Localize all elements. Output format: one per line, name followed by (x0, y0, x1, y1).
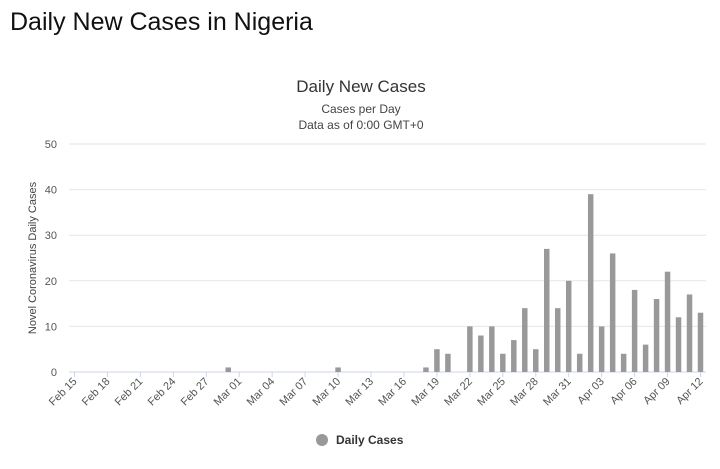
legend-marker-icon (316, 434, 328, 446)
x-tick-label: Feb 27 (179, 376, 212, 409)
y-tick-label: 10 (45, 321, 57, 333)
bar[interactable] (225, 367, 231, 372)
y-tick-label: 0 (51, 367, 57, 379)
x-tick-label: Apr 03 (575, 376, 606, 407)
y-tick-label: 40 (45, 185, 57, 197)
page-title: Daily New Cases in Nigeria (10, 8, 313, 36)
gridlines (69, 143, 706, 373)
bar[interactable] (434, 349, 440, 372)
legend[interactable]: Daily Cases (316, 433, 404, 447)
x-tick-label: Feb 24 (146, 376, 179, 409)
bar[interactable] (609, 253, 616, 372)
bar[interactable] (664, 271, 671, 372)
x-tick-label: Mar 25 (475, 376, 508, 409)
x-tick-label: Mar 19 (409, 376, 442, 409)
bar[interactable] (533, 349, 539, 372)
y-tick-label: 50 (45, 139, 57, 151)
bar[interactable] (554, 308, 561, 372)
bar[interactable] (675, 317, 682, 372)
x-tick-label: Feb 21 (113, 376, 146, 409)
bar[interactable] (489, 326, 495, 372)
chart-subtitle: Cases per Day (321, 102, 400, 116)
y-tick-label: 20 (45, 276, 57, 288)
x-tick-label: Apr 09 (641, 376, 672, 407)
x-axis-ticks: Feb 15 Feb 18 Feb 21 Feb 24 Feb 27 Mar 01 Mar … (47, 372, 706, 408)
legend-label[interactable]: Daily Cases (336, 433, 404, 447)
bar[interactable] (423, 367, 429, 372)
y-axis-label: Novel Coronavirus Daily Cases (27, 181, 39, 334)
x-tick-label: Mar 04 (245, 376, 278, 409)
bar[interactable] (478, 335, 484, 372)
x-tick-label: Mar 07 (278, 376, 311, 409)
x-tick-label: Mar 28 (508, 376, 541, 409)
bar[interactable] (467, 326, 473, 372)
x-tick-label: Mar 16 (376, 376, 409, 409)
bar[interactable] (500, 353, 506, 372)
bar[interactable] (576, 353, 583, 372)
x-tick-label: Apr 06 (608, 376, 639, 407)
chart-title: Daily New Cases (296, 77, 425, 96)
chart-subtitle-date: Data as of 0:00 GMT+0 (298, 118, 423, 132)
x-tick-label: Mar 22 (442, 376, 475, 409)
bar[interactable] (653, 299, 660, 372)
x-tick-label: Apr 12 (674, 376, 705, 407)
y-axis-ticks: 0 10 20 30 40 50 (45, 139, 57, 379)
bar[interactable] (544, 248, 550, 372)
bar[interactable] (686, 294, 693, 372)
bar[interactable] (587, 194, 594, 372)
y-tick-label: 30 (45, 230, 57, 242)
x-tick-label: Mar 01 (212, 376, 245, 409)
bar[interactable] (642, 344, 649, 372)
bar-series-daily-cases[interactable] (225, 194, 704, 372)
bar[interactable] (697, 312, 704, 372)
x-tick-label: Mar 31 (541, 376, 574, 409)
bar[interactable] (631, 289, 638, 372)
bar[interactable] (598, 326, 605, 372)
bar[interactable] (445, 353, 451, 372)
bar[interactable] (522, 308, 528, 372)
x-tick-label: Feb 18 (80, 376, 113, 409)
x-tick-label: Feb 15 (47, 376, 80, 409)
bar[interactable] (335, 367, 341, 372)
bar[interactable] (565, 280, 572, 372)
x-tick-label: Mar 13 (343, 376, 376, 409)
x-tick-label: Mar 10 (310, 376, 343, 409)
bar[interactable] (511, 340, 517, 372)
bar[interactable] (620, 353, 627, 372)
